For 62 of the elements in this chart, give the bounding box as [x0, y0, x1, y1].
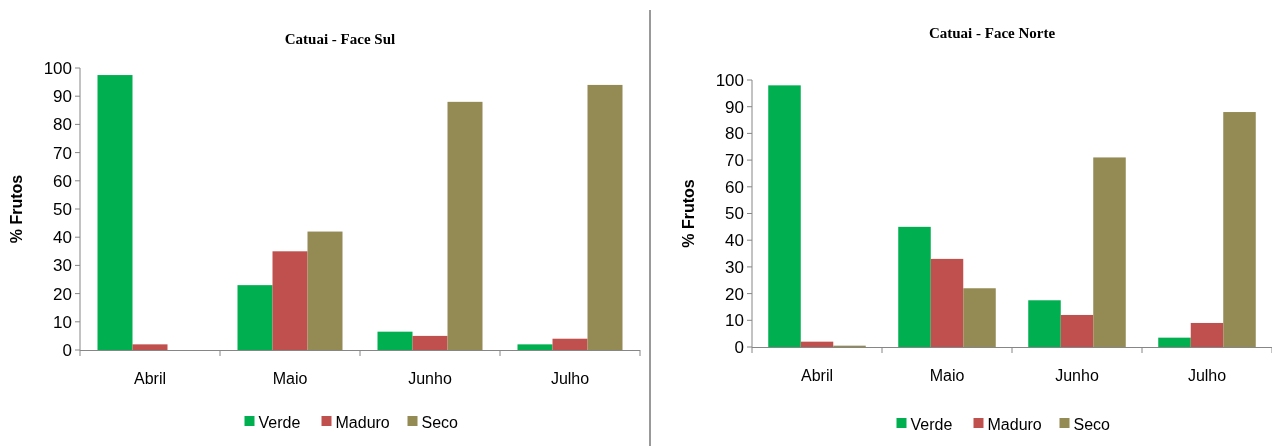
chart-title: Catuai - Face Sul [284, 31, 396, 47]
bar [272, 251, 308, 350]
y-tick-label: 100 [43, 58, 72, 78]
x-tick-label: Abril [800, 367, 834, 384]
y-tick-label: 50 [725, 204, 744, 224]
y-tick-label: 0 [734, 337, 744, 357]
bar [963, 288, 996, 347]
bar [377, 331, 413, 350]
y-tick-label: 80 [725, 124, 744, 144]
bar [930, 258, 964, 347]
x-tick-label: Julho [1187, 367, 1227, 384]
bar [237, 285, 273, 350]
bar [768, 85, 801, 347]
legend-label: Verde [910, 415, 953, 433]
legend-label: Verde [258, 413, 301, 431]
y-tick-label: 40 [725, 231, 744, 251]
y-tick-label: 50 [53, 199, 72, 219]
y-tick-label: 40 [53, 228, 72, 248]
legend-label: Maduro [335, 413, 390, 431]
bar [1060, 314, 1094, 347]
y-tick-label: 10 [725, 311, 744, 331]
bar [1190, 322, 1224, 347]
y-tick-label: 90 [53, 87, 72, 107]
y-tick-label: 20 [725, 284, 744, 304]
bar [307, 231, 343, 350]
legend-label: Seco [421, 413, 459, 431]
y-tick-label: 10 [53, 312, 72, 332]
y-tick-label: 90 [725, 97, 744, 117]
y-tick-label: 60 [53, 171, 72, 191]
y-tick-label: 0 [62, 340, 72, 360]
x-tick-label: Maio [929, 367, 965, 384]
y-tick-label: 60 [725, 177, 744, 197]
x-tick-label: Abril [133, 370, 167, 387]
bar [1223, 112, 1256, 347]
bar [898, 226, 931, 347]
bar [447, 101, 483, 350]
bar [97, 75, 133, 350]
x-tick-label: Julho [550, 370, 590, 387]
bar [412, 335, 448, 350]
y-tick-label: 20 [53, 284, 72, 304]
bar [552, 338, 588, 350]
y-tick-label: 70 [725, 151, 744, 171]
bar [800, 341, 834, 347]
y-tick-label: 30 [725, 257, 744, 277]
y-axis-title: % Frutos [8, 174, 25, 244]
y-tick-label: 30 [53, 256, 72, 276]
bar [517, 344, 553, 350]
x-tick-label: Maio [272, 370, 308, 387]
y-axis-title: % Frutos [680, 179, 697, 248]
legend-label: Seco [1073, 415, 1111, 433]
x-tick-label: Junho [408, 370, 452, 387]
bar [1093, 157, 1126, 347]
bar [1158, 337, 1191, 347]
y-tick-label: 80 [53, 115, 72, 135]
bar [1028, 300, 1061, 347]
y-tick-label: 70 [53, 143, 72, 163]
bar [132, 344, 168, 350]
y-tick-label: 100 [715, 70, 744, 90]
chart-title: Catuai - Face Norte [928, 25, 1056, 41]
bar [587, 84, 623, 350]
legend-label: Maduro [987, 415, 1042, 433]
x-tick-label: Junho [1055, 367, 1099, 384]
